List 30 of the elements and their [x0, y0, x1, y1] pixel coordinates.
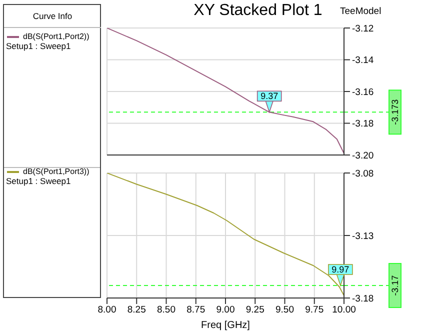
callout-box: 9.97 [328, 264, 353, 287]
x-tick-label: 8.75 [186, 304, 206, 316]
legend-title: Curve Info [4, 5, 101, 28]
ref-line-label: -3.173 [390, 99, 400, 125]
y-tick-label: -3.14 [352, 55, 374, 66]
y-tick-label: -3.16 [352, 86, 374, 98]
annotation: 9.97 [332, 264, 350, 274]
legend-label: dB(S(Port1,Port3)) [23, 167, 90, 176]
text: Setup1 : Sweep1 [5, 41, 72, 51]
text: Setup1 : Sweep1 [5, 176, 72, 186]
x-tick-label: 9.25 [246, 304, 264, 316]
y-tick-label: -3.12 [352, 23, 374, 34]
y-tick-label: -3.20 [352, 150, 374, 162]
x-tick-label: 9.00 [216, 304, 235, 316]
text: TeeModel [340, 6, 382, 17]
legend-label: dB(S(Port1,Port2)) [23, 32, 90, 41]
ref-line-label: -3.17 [390, 275, 400, 296]
x-tick-label: 8.00 [98, 304, 116, 316]
x-tick-label: 10.00 [332, 304, 356, 316]
y-tick-label: -3.13 [352, 230, 374, 242]
x-tick-label: 8.25 [127, 304, 146, 316]
annotation: 9.37 [260, 91, 278, 102]
x-tick-label: 9.75 [305, 304, 324, 316]
y-tick-label: -3.08 [352, 168, 374, 180]
y-tick-label: -3.18 [352, 293, 374, 304]
x-axis-title: Freq [GHz] [201, 320, 250, 331]
x-tick-label: 9.50 [276, 304, 294, 316]
chart-title: XY Stacked Plot 1 [194, 2, 322, 19]
y-tick-label: -3.18 [352, 118, 374, 130]
x-tick-label: 8.50 [157, 304, 176, 316]
